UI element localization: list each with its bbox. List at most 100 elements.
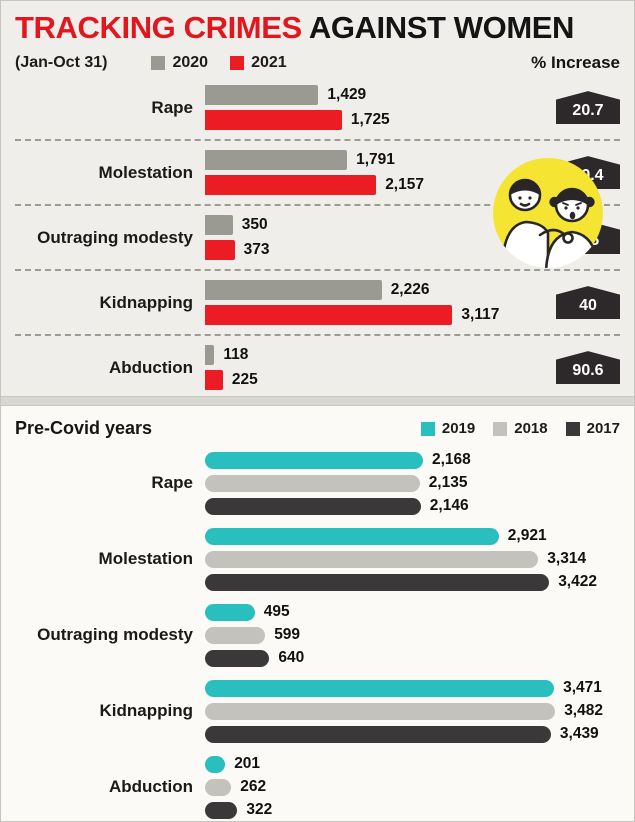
legend-item-2021: 2021 <box>230 54 287 72</box>
bar-line: 3,482 <box>205 702 620 720</box>
legend-item-2019: 2019 <box>420 420 476 438</box>
chart-row: Molestation 1,791 2,157 20.4 <box>15 150 620 196</box>
bar-line: 3,314 <box>205 550 620 568</box>
bar-value: 3,314 <box>547 550 587 568</box>
legend-item-2018: 2018 <box>493 420 548 437</box>
category-label: Molestation <box>98 549 193 569</box>
bar-group: 495 599 640 <box>205 603 620 667</box>
bar-2018 <box>205 702 556 720</box>
bar-line: 1,725 <box>205 110 546 131</box>
chart-row: Outraging modesty 350 373 6.5 <box>15 215 620 261</box>
bar-value: 2,168 <box>432 451 471 469</box>
dashed-divider <box>15 204 620 207</box>
legend-item-2020: 2020 <box>151 54 208 72</box>
bar-value: 495 <box>263 603 290 621</box>
category-label: Kidnapping <box>99 701 193 721</box>
title-accent: TRACKING CRIMES <box>15 10 302 45</box>
title-rest: AGAINST WOMEN <box>308 10 575 45</box>
bar-2019 <box>205 451 423 469</box>
bar-line: 1,429 <box>205 85 546 106</box>
bar-value: 350 <box>241 216 268 234</box>
percent-increase-badge: 40 <box>556 286 620 320</box>
bar-line: 3,422 <box>205 573 620 591</box>
chart-row: Outraging modesty 495 599 640 <box>15 603 620 667</box>
bar-2018 <box>205 550 539 568</box>
category-label: Rape <box>151 97 193 117</box>
dashed-divider <box>15 334 620 337</box>
percent-increase-badge: 90.6 <box>556 351 620 385</box>
bar-value: 373 <box>243 241 270 259</box>
bar-value: 1,791 <box>356 151 395 169</box>
dashed-divider <box>15 139 620 142</box>
bar-2021 <box>205 305 453 326</box>
bar-group: 2,921 3,314 3,422 <box>205 527 620 591</box>
legend-label: 2017 <box>586 420 620 438</box>
bar-2017 <box>205 573 550 591</box>
category-label: Outraging modesty <box>37 227 193 247</box>
bar-value: 1,429 <box>327 86 367 104</box>
category-label: Kidnapping <box>99 292 193 312</box>
percent-increase-badge: 6.5 <box>556 221 620 255</box>
bar-2020 <box>205 345 215 366</box>
bar-2019 <box>205 527 499 545</box>
chart-row: Kidnapping 2,226 3,117 40 <box>15 280 620 326</box>
bar-2020 <box>205 150 348 171</box>
chart-row: Abduction 201 262 322 <box>15 755 620 819</box>
bar-2019 <box>205 755 226 773</box>
bar-line: 350 <box>205 215 546 236</box>
bar-2017 <box>205 725 551 743</box>
legend-top: 2020 2021 <box>151 54 287 72</box>
bar-value: 640 <box>278 649 305 667</box>
bar-group: 3,471 3,482 3,439 <box>205 679 620 743</box>
bar-2018 <box>205 474 420 492</box>
bar-value: 225 <box>231 371 258 389</box>
date-range-label: (Jan-Oct 31) <box>15 54 108 72</box>
bar-group: 1,791 2,157 <box>205 150 546 196</box>
chart-row: Kidnapping 3,471 3,482 3,439 <box>15 679 620 743</box>
bar-line: 2,168 <box>205 451 620 469</box>
top-legend-row: (Jan-Oct 31) 2020 2021 % Increase <box>15 53 620 73</box>
bar-value: 3,471 <box>563 679 602 697</box>
legend-label: 2020 <box>172 54 209 72</box>
category-label: Outraging modesty <box>37 625 193 645</box>
bar-group: 2,168 2,135 2,146 <box>205 451 620 515</box>
bar-2018 <box>205 778 232 796</box>
bar-group: 2,226 3,117 <box>205 280 546 326</box>
legend-label: 2019 <box>441 420 476 438</box>
bar-2021 <box>205 240 235 261</box>
bar-2017 <box>205 649 270 667</box>
dashed-divider <box>15 269 620 272</box>
bar-value: 3,482 <box>564 702 603 720</box>
bar-line: 322 <box>205 801 620 819</box>
bar-value: 2,146 <box>429 497 469 515</box>
bar-value: 2,921 <box>507 527 547 545</box>
badge-column: 20.7 <box>546 91 620 125</box>
bar-line: 599 <box>205 626 620 644</box>
percent-increase-header: % Increase <box>531 53 620 73</box>
section-precovid: Pre-Covid years 2019 2018 2017 Rape 2,168 2,… <box>1 406 634 821</box>
bar-value: 1,725 <box>350 111 390 129</box>
section-2020-2021: TRACKING CRIMES AGAINST WOMEN (Jan-Oct 3… <box>1 1 634 397</box>
legend-swatch-2017 <box>565 421 580 436</box>
bar-value: 2,157 <box>385 176 424 194</box>
bar-group: 350 373 <box>205 215 546 261</box>
badge-column: 90.6 <box>546 351 620 385</box>
bar-group: 118 225 <box>205 345 546 391</box>
bar-value: 201 <box>234 755 261 773</box>
bar-line: 2,226 <box>205 280 546 301</box>
bar-2021 <box>205 110 342 131</box>
percent-increase-badge: 20.4 <box>556 156 620 190</box>
category-label: Rape <box>151 473 193 493</box>
bar-line: 3,471 <box>205 679 620 697</box>
page-title: TRACKING CRIMES AGAINST WOMEN <box>15 10 620 45</box>
legend-swatch-2021 <box>230 56 245 71</box>
bar-value: 262 <box>240 778 267 796</box>
chart-row: Rape 1,429 1,725 20.7 <box>15 85 620 131</box>
bar-2020 <box>205 280 382 301</box>
bar-line: 2,135 <box>205 474 620 492</box>
chart-bottom-rows: Rape 2,168 2,135 2,146 Molestation 2,921 3,314… <box>15 451 620 819</box>
bar-line: 225 <box>205 370 546 391</box>
chart-row: Abduction 118 225 90.6 <box>15 345 620 391</box>
bottom-legend-row: Pre-Covid years 2019 2018 2017 <box>15 418 620 439</box>
